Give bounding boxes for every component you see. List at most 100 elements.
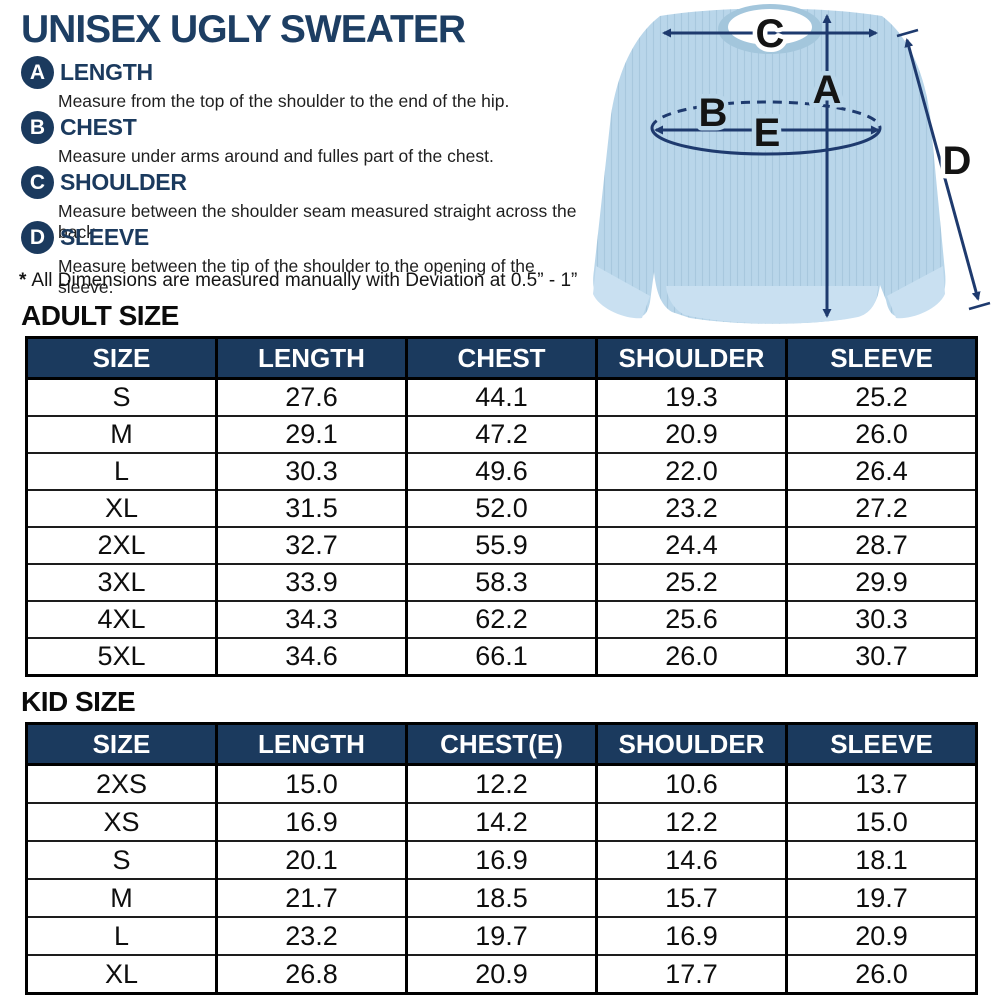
chest-ellipse-dashed <box>650 100 882 129</box>
value-cell: 22.0 <box>595 452 788 491</box>
label-b: B <box>699 91 728 135</box>
value-cell: 19.7 <box>785 878 978 918</box>
adult-size-table: SIZE LENGTH CHEST SHOULDER SLEEVE S 27.6 44.1 19… <box>25 336 978 677</box>
page-title: UNISEX UGLY SWEATER <box>21 8 466 51</box>
sleeve-tick-top <box>896 28 919 38</box>
dimension-labels: C A B E D <box>694 8 976 188</box>
size-cell: M <box>25 878 218 918</box>
size-cell: M <box>25 415 218 454</box>
value-cell: 29.9 <box>785 563 978 602</box>
value-cell: 26.0 <box>785 415 978 454</box>
size-cell: S <box>25 840 218 880</box>
value-cell: 12.2 <box>595 802 788 842</box>
chest-ellipse-solid <box>650 127 882 156</box>
legend-desc-length: Measure from the top of the shoulder to … <box>58 91 510 111</box>
legend-head: C SHOULDER <box>21 166 581 199</box>
column-header-shoulder: SHOULDER <box>595 336 788 380</box>
value-cell: 20.9 <box>405 954 598 995</box>
value-cell: 18.5 <box>405 878 598 918</box>
value-cell: 29.1 <box>215 415 408 454</box>
sweater-illustration <box>593 4 946 324</box>
value-cell: 16.9 <box>405 840 598 880</box>
value-cell: 25.6 <box>595 600 788 639</box>
badge-d: D <box>21 221 54 254</box>
sweater-measurement-diagram: C A B E D <box>593 4 991 324</box>
value-cell: 23.2 <box>595 489 788 528</box>
table-row: 4XL 34.3 62.2 25.6 30.3 <box>25 600 978 639</box>
label-d: D <box>943 139 972 183</box>
value-cell: 20.9 <box>595 415 788 454</box>
value-cell: 52.0 <box>405 489 598 528</box>
header-row: SIZE LENGTH CHEST SHOULDER SLEEVE <box>25 336 978 380</box>
value-cell: 21.7 <box>215 878 408 918</box>
legend-label-length: LENGTH <box>60 59 153 85</box>
legend-desc-chest: Measure under arms around and fulles par… <box>58 146 494 166</box>
legend-item-sleeve: D SLEEVE Measure between the tip of the … <box>21 221 581 297</box>
arrow-sleeve-d <box>904 38 981 301</box>
label-a: A <box>813 68 842 112</box>
legend-item-chest: B CHEST Measure under arms around and fu… <box>21 111 581 166</box>
value-cell: 16.9 <box>215 802 408 842</box>
value-cell: 30.7 <box>785 637 978 677</box>
value-cell: 25.2 <box>595 563 788 602</box>
value-cell: 58.3 <box>405 563 598 602</box>
badge-a: A <box>21 56 54 89</box>
value-cell: 34.3 <box>215 600 408 639</box>
size-cell: 5XL <box>25 637 218 677</box>
value-cell: 31.5 <box>215 489 408 528</box>
value-cell: 34.6 <box>215 637 408 677</box>
column-header-sleeve: SLEEVE <box>785 336 978 380</box>
value-cell: 26.4 <box>785 452 978 491</box>
value-cell: 33.9 <box>215 563 408 602</box>
size-cell: 4XL <box>25 600 218 639</box>
value-cell: 17.7 <box>595 954 788 995</box>
value-cell: 20.1 <box>215 840 408 880</box>
value-cell: 27.6 <box>215 377 408 417</box>
legend-label-chest: CHEST <box>60 114 137 140</box>
kid-size-heading: KID SIZE <box>21 686 136 717</box>
legend-desc-sleeve: Measure between the tip of the shoulder … <box>58 256 535 297</box>
table-row: XL 26.8 20.9 17.7 26.0 <box>25 954 978 995</box>
column-header-chest: CHEST <box>405 336 598 380</box>
table-row: 5XL 34.6 66.1 26.0 30.7 <box>25 637 978 677</box>
table-row: 3XL 33.9 58.3 25.2 29.9 <box>25 563 978 602</box>
legend-item-length: A LENGTH Measure from the top of the sho… <box>21 56 581 111</box>
value-cell: 26.0 <box>595 637 788 677</box>
legend-head: D SLEEVE <box>21 221 581 254</box>
value-cell: 66.1 <box>405 637 598 677</box>
left-cuff <box>593 266 650 319</box>
kid-size-table: SIZE LENGTH CHEST(E) SHOULDER SLEEVE 2XS 15.0 1… <box>25 722 978 995</box>
size-cell: 3XL <box>25 563 218 602</box>
value-cell: 10.6 <box>595 763 788 804</box>
legend-head: B CHEST <box>21 111 581 144</box>
value-cell: 18.1 <box>785 840 978 880</box>
table-row: XL 31.5 52.0 23.2 27.2 <box>25 489 978 528</box>
legend-label-shoulder: SHOULDER <box>60 169 187 195</box>
table-row: M 21.7 18.5 15.7 19.7 <box>25 878 978 918</box>
value-cell: 26.8 <box>215 954 408 995</box>
sweater-rib-texture <box>593 8 946 324</box>
asterisk: * <box>19 270 27 291</box>
column-header-length: LENGTH <box>215 336 408 380</box>
table-row: M 29.1 47.2 20.9 26.0 <box>25 415 978 454</box>
column-header-sleeve: SLEEVE <box>785 722 978 766</box>
table-row: L 30.3 49.6 22.0 26.4 <box>25 452 978 491</box>
size-cell: XL <box>25 954 218 995</box>
legend-label-sleeve: SLEEVE <box>60 224 149 250</box>
table-row: XS 16.9 14.2 12.2 15.0 <box>25 802 978 842</box>
value-cell: 32.7 <box>215 526 408 565</box>
value-cell: 62.2 <box>405 600 598 639</box>
column-header-size: SIZE <box>25 336 218 380</box>
size-cell: 2XS <box>25 763 218 804</box>
value-cell: 23.2 <box>215 916 408 956</box>
table-row: 2XS 15.0 12.2 10.6 13.7 <box>25 763 978 804</box>
value-cell: 30.3 <box>785 600 978 639</box>
sleeve-tick-bottom <box>968 301 991 311</box>
value-cell: 15.7 <box>595 878 788 918</box>
value-cell: 14.2 <box>405 802 598 842</box>
value-cell: 49.6 <box>405 452 598 491</box>
legend-head: A LENGTH <box>21 56 581 89</box>
size-cell: S <box>25 377 218 417</box>
value-cell: 20.9 <box>785 916 978 956</box>
